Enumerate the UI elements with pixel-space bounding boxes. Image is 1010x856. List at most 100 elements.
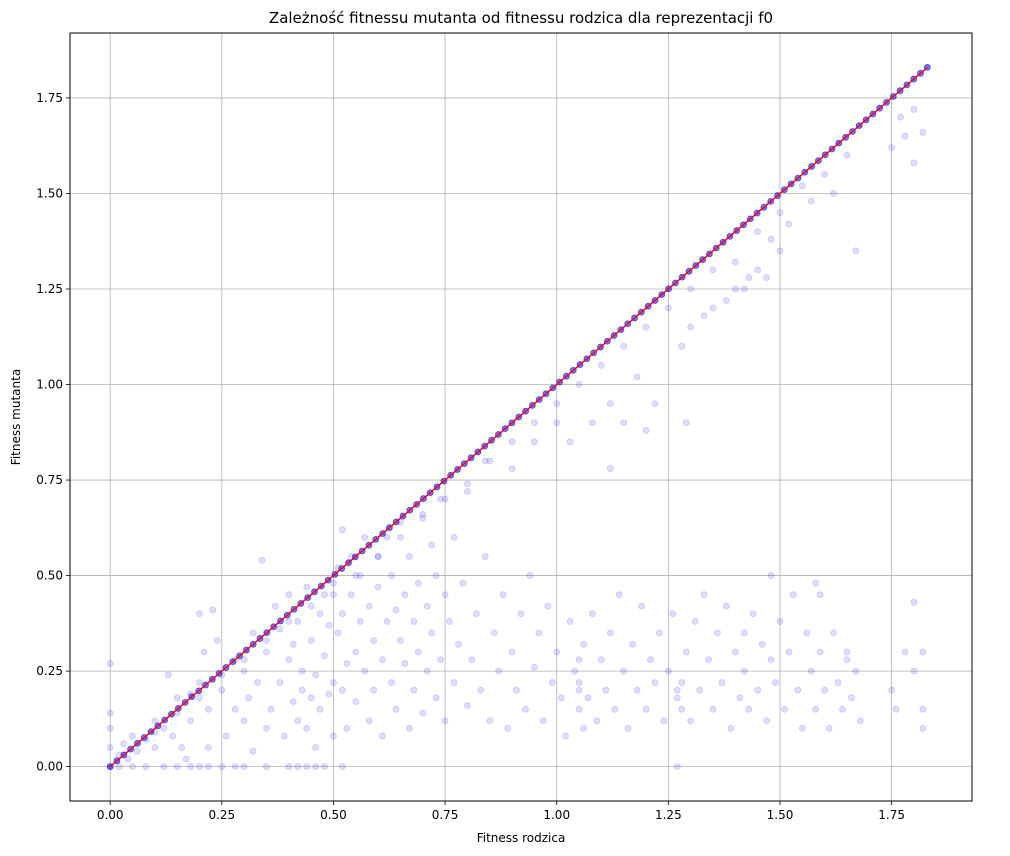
data-point	[267, 705, 275, 713]
data-point	[718, 679, 726, 686]
data-point	[629, 640, 637, 648]
data-point	[620, 419, 628, 427]
reference-line-layer	[109, 66, 928, 768]
data-point	[428, 629, 436, 637]
data-point	[821, 686, 829, 694]
data-point	[240, 667, 248, 675]
data-point	[763, 717, 770, 725]
data-point	[285, 763, 293, 771]
data-point	[249, 629, 257, 637]
data-point	[593, 717, 601, 725]
data-point	[316, 705, 324, 713]
data-point	[798, 725, 806, 732]
data-point	[687, 717, 695, 725]
data-point	[508, 465, 516, 472]
data-point	[910, 159, 918, 167]
data-point	[343, 725, 351, 732]
data-point	[285, 591, 293, 599]
data-point	[405, 725, 413, 732]
data-point	[187, 763, 194, 771]
data-point	[651, 679, 659, 686]
data-point	[414, 648, 422, 656]
data-point	[620, 342, 628, 350]
x-tick-label: 1.75	[878, 808, 905, 822]
data-point	[848, 694, 855, 702]
data-point	[276, 625, 284, 633]
data-point	[285, 618, 293, 625]
data-point	[294, 763, 302, 771]
data-point	[151, 717, 159, 725]
data-point	[173, 763, 181, 771]
x-tick-label: 1.00	[543, 808, 570, 822]
data-point	[209, 606, 217, 614]
data-point	[432, 572, 440, 579]
data-point	[812, 705, 820, 713]
data-point	[441, 591, 449, 599]
data-point	[789, 591, 797, 599]
data-point	[834, 679, 842, 686]
data-point	[196, 679, 203, 686]
data-point	[383, 618, 391, 625]
data-point	[553, 400, 561, 408]
data-point	[575, 686, 583, 694]
data-point	[691, 618, 699, 625]
data-point	[843, 151, 851, 159]
data-point	[486, 717, 494, 725]
data-point	[213, 637, 221, 644]
data-point	[218, 686, 226, 694]
data-point	[812, 579, 820, 587]
data-point	[807, 667, 815, 675]
data-point	[423, 667, 431, 675]
data-point	[330, 679, 337, 686]
data-point	[856, 717, 864, 725]
data-point	[330, 591, 337, 599]
data-point	[901, 648, 909, 656]
y-tick-label: 1.25	[36, 282, 63, 296]
y-tick-label: 1.50	[36, 186, 63, 200]
data-point	[606, 400, 614, 408]
data-point	[205, 763, 212, 771]
data-point	[249, 747, 257, 755]
data-point	[696, 686, 704, 694]
data-point	[678, 679, 686, 686]
data-point	[776, 247, 784, 255]
data-point	[312, 744, 319, 751]
data-point	[781, 705, 788, 713]
data-point	[495, 667, 503, 675]
data-point	[321, 763, 328, 771]
data-point	[754, 228, 762, 236]
data-point	[606, 465, 614, 472]
data-point	[504, 725, 512, 732]
data-point	[656, 629, 663, 637]
data-point	[490, 629, 498, 637]
data-point	[508, 438, 516, 446]
data-point	[160, 763, 168, 771]
data-point	[597, 362, 605, 369]
data-point	[740, 285, 748, 293]
data-point	[405, 553, 413, 560]
data-point	[178, 744, 186, 751]
data-point	[919, 648, 927, 656]
data-point	[240, 656, 248, 664]
data-point	[330, 579, 337, 587]
data-point	[763, 274, 770, 281]
data-point	[910, 667, 918, 675]
data-point	[731, 285, 739, 293]
data-point	[638, 602, 645, 610]
data-point	[401, 660, 409, 667]
data-point	[272, 602, 279, 610]
data-point	[477, 686, 485, 694]
data-point	[245, 694, 253, 702]
data-point	[334, 629, 342, 637]
data-point	[544, 602, 552, 610]
data-point	[727, 725, 735, 732]
data-point	[160, 725, 168, 732]
data-point	[731, 258, 739, 266]
data-point	[776, 618, 784, 625]
data-point	[276, 679, 284, 686]
data-point	[919, 128, 927, 136]
data-point	[307, 602, 315, 610]
y-axis-label: Fitness mutanta	[9, 369, 23, 465]
data-point	[723, 297, 730, 304]
